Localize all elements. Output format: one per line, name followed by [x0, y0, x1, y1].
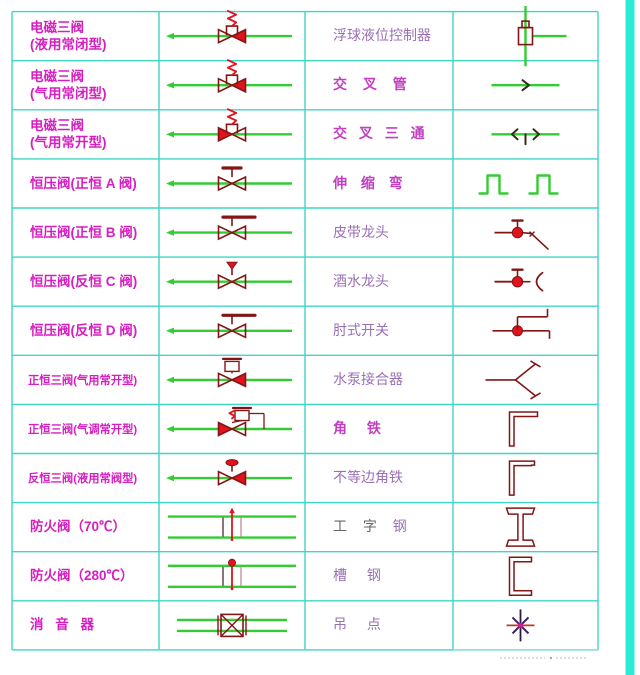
svg-text:消 音 器: 消 音 器 [30, 616, 98, 632]
svg-text:电磁三阀: 电磁三阀 [30, 68, 84, 84]
svg-text:交 叉 管: 交 叉 管 [333, 76, 413, 92]
svg-text:恒压阀(正恒 B 阀): 恒压阀(正恒 B 阀) [30, 224, 137, 240]
svg-text:吊 点: 吊 点 [333, 616, 389, 632]
svg-text:恒压阀(反恒 D 阀): 恒压阀(反恒 D 阀) [30, 322, 137, 338]
svg-text:恒压阀(正恒 A 阀): 恒压阀(正恒 A 阀) [30, 175, 137, 191]
svg-text:反恒三阀(液用常阀型): 反恒三阀(液用常阀型) [28, 471, 137, 485]
svg-text:工 字 钢: 工 字 钢 [333, 518, 413, 534]
svg-text:恒压阀(反恒 C 阀): 恒压阀(反恒 C 阀) [30, 273, 137, 289]
svg-text:皮带龙头: 皮带龙头 [333, 224, 389, 240]
svg-text:电磁三阀: 电磁三阀 [30, 19, 84, 35]
svg-text:(液用常闭型): (液用常闭型) [30, 36, 107, 52]
svg-text:水泵接合器: 水泵接合器 [333, 371, 403, 387]
svg-text:电磁三阀: 电磁三阀 [30, 117, 84, 133]
svg-text:防火阀（70℃）: 防火阀（70℃） [30, 518, 126, 534]
svg-text:(气用常开型): (气用常开型) [30, 134, 107, 150]
svg-text:肘式开关: 肘式开关 [333, 322, 389, 338]
svg-text:防火阀（280℃）: 防火阀（280℃） [30, 567, 134, 583]
svg-text:浮球液位控制器: 浮球液位控制器 [333, 27, 431, 43]
svg-text:正恒三阀(气调常开型): 正恒三阀(气调常开型) [28, 422, 137, 436]
svg-text:正恒三阀(气用常开型): 正恒三阀(气用常开型) [28, 373, 137, 387]
svg-text:(气用常闭型): (气用常闭型) [30, 85, 107, 101]
svg-text:交 叉 三 通: 交 叉 三 通 [333, 125, 429, 141]
svg-text:槽 钢: 槽 钢 [333, 567, 389, 583]
svg-text:酒水龙头: 酒水龙头 [333, 273, 389, 289]
svg-text:伸 缩 弯: 伸 缩 弯 [332, 175, 408, 191]
svg-text:角 铁: 角 铁 [333, 420, 389, 436]
svg-text:不等边角铁: 不等边角铁 [333, 469, 403, 485]
